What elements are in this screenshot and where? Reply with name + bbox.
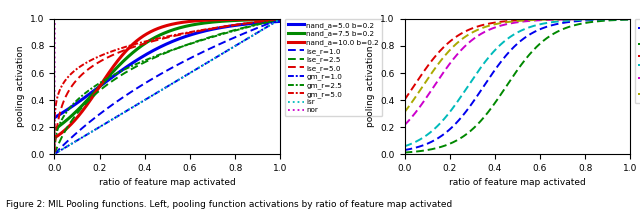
Legend: nand_a=5.0 b=0.2, nand_a=7.5 b=0.2, nand_a=10.0 b=0.2, lse_r=1.0, lse_r=2.5, lse: nand_a=5.0 b=0.2, nand_a=7.5 b=0.2, nand… bbox=[285, 19, 382, 116]
X-axis label: ratio of feature map activated: ratio of feature map activated bbox=[449, 178, 586, 187]
Y-axis label: pooling activation: pooling activation bbox=[16, 46, 25, 127]
Legend: actin
disruptors b=0.35, cholesterol
lowering b=0.45, eg5 inhibitors b=0.04, epi: actin disruptors b=0.35, cholesterol low… bbox=[635, 19, 640, 103]
Y-axis label: pooling activation: pooling activation bbox=[366, 46, 375, 127]
X-axis label: ratio of feature map activated: ratio of feature map activated bbox=[99, 178, 236, 187]
Text: Figure 2: MIL Pooling functions. Left, pooling function activations by ratio of : Figure 2: MIL Pooling functions. Left, p… bbox=[6, 200, 452, 209]
